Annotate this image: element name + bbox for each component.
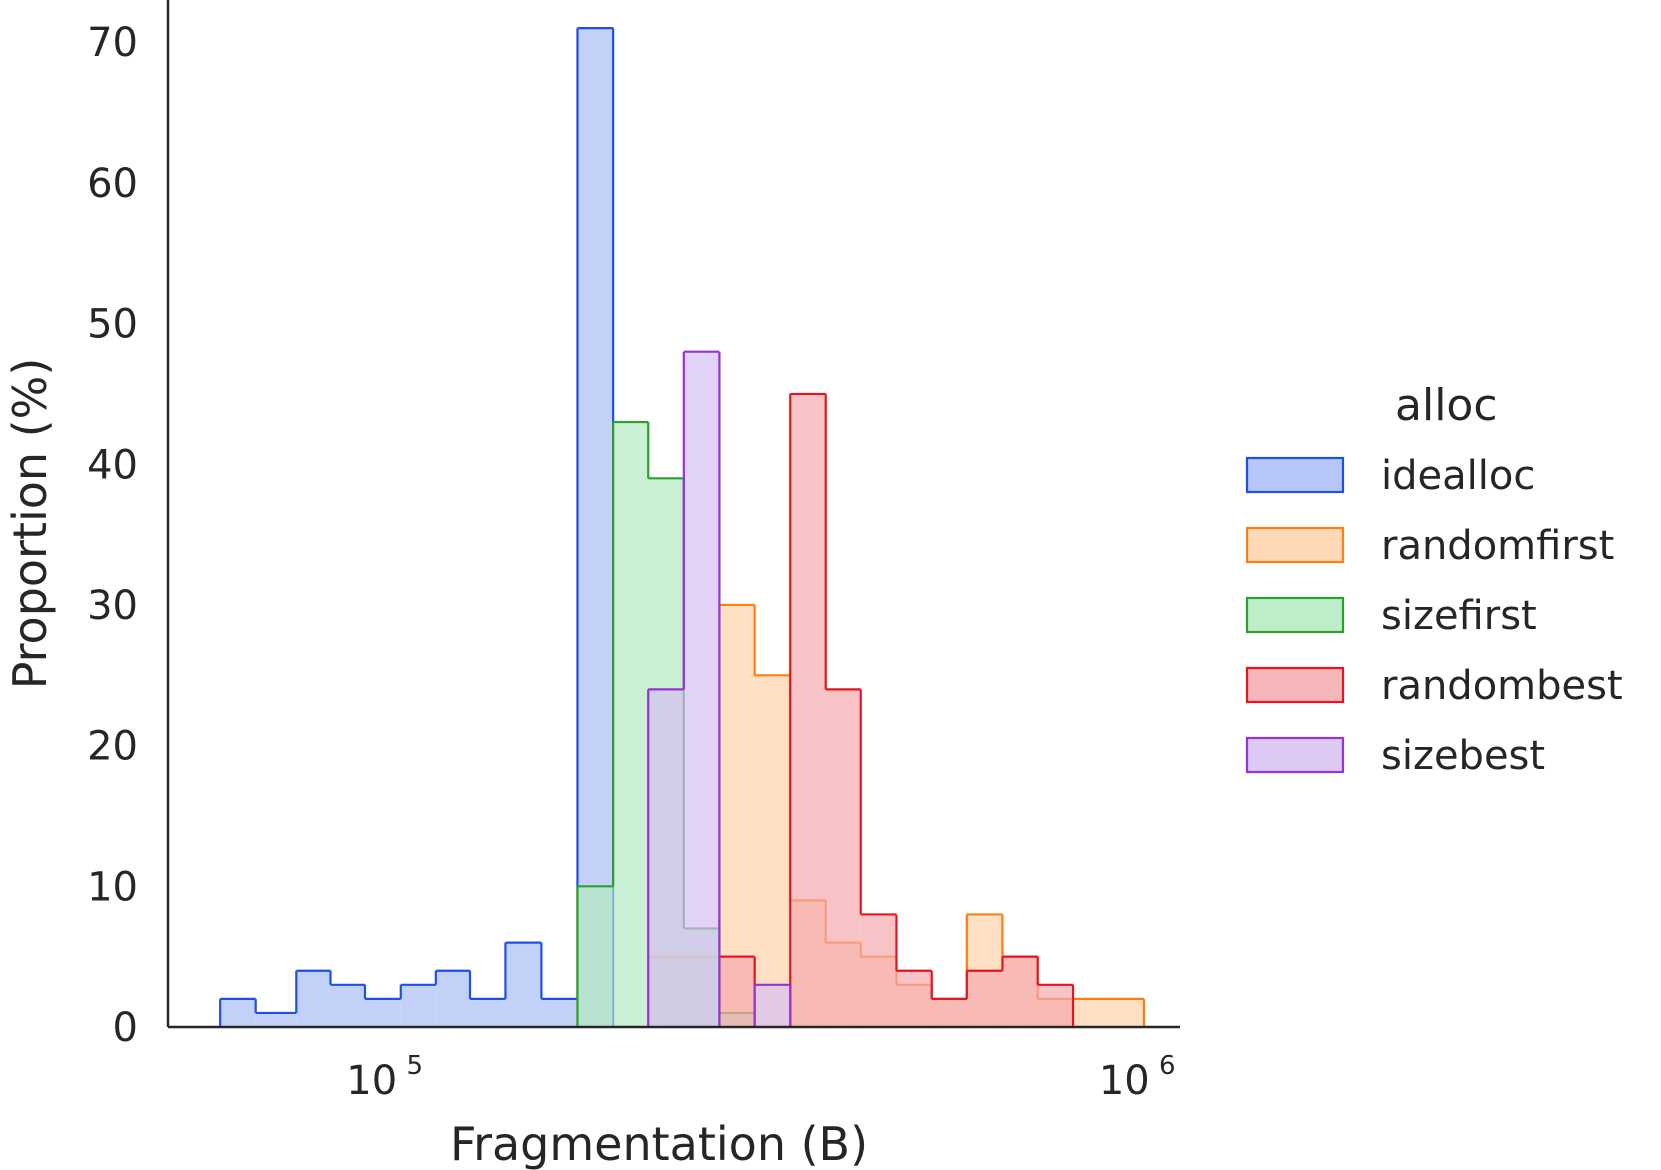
bar-sizebest bbox=[683, 351, 720, 1027]
outline-sizebest bbox=[647, 350, 792, 1027]
tick-labels: 0 10 20 30 40 50 60 70 10 5 10 6 bbox=[87, 20, 1175, 1104]
bar-randomfirst bbox=[754, 675, 791, 1027]
bars-layer bbox=[219, 27, 1146, 1028]
bar-idealloc bbox=[541, 998, 578, 1027]
legend-swatch-idealloc bbox=[1245, 456, 1345, 494]
legend-label-sizefirst: sizefirst bbox=[1381, 593, 1537, 639]
bar-idealloc bbox=[469, 998, 506, 1027]
legend-label-randombest: randombest bbox=[1381, 663, 1623, 709]
bar-randombest bbox=[860, 914, 897, 1027]
axes bbox=[166, 0, 1180, 1029]
bar-randombest bbox=[1037, 984, 1074, 1027]
x-axis-title: Fragmentation (B) bbox=[450, 1117, 868, 1170]
legend: alloc idealloc randomfirst sizefirst random… bbox=[1245, 380, 1623, 779]
bar-idealloc bbox=[505, 942, 542, 1027]
bar-randombest bbox=[896, 970, 932, 1027]
legend-title: alloc bbox=[1395, 380, 1498, 431]
bar-idealloc bbox=[330, 984, 365, 1027]
bar-sizefirst bbox=[613, 422, 649, 1027]
bar-idealloc bbox=[577, 28, 614, 1028]
bar-sizebest bbox=[648, 689, 684, 1027]
x-tick-exponent: 5 bbox=[406, 1051, 423, 1081]
y-tick-label: 10 bbox=[87, 864, 138, 910]
legend-swatch-randombest bbox=[1245, 666, 1345, 704]
y-tick-label: 40 bbox=[87, 442, 138, 488]
legend-label-randomfirst: randomfirst bbox=[1381, 523, 1614, 569]
bar-randombest bbox=[825, 689, 861, 1027]
legend-swatch-randomfirst bbox=[1245, 526, 1345, 564]
bar-idealloc bbox=[364, 998, 401, 1027]
legend-label-idealloc: idealloc bbox=[1381, 453, 1535, 499]
y-tick-label: 0 bbox=[113, 1005, 138, 1051]
bar-randombest bbox=[719, 956, 755, 1027]
bar-randomfirst bbox=[1073, 998, 1109, 1027]
series-randombest bbox=[718, 392, 1075, 1027]
bar-idealloc bbox=[400, 984, 436, 1027]
bar-randomfirst bbox=[1108, 998, 1144, 1027]
x-tick-label: 10 bbox=[1099, 1058, 1150, 1104]
y-axis-title: Proportion (%) bbox=[3, 358, 57, 690]
bar-randombest bbox=[1002, 956, 1038, 1027]
bar-idealloc bbox=[435, 970, 470, 1027]
bar-idealloc bbox=[296, 970, 331, 1027]
bar-randombest bbox=[931, 998, 967, 1027]
bar-idealloc bbox=[255, 1012, 297, 1027]
series-sizebest bbox=[647, 350, 792, 1027]
y-tick-label: 30 bbox=[87, 583, 138, 629]
y-tick-label: 20 bbox=[87, 724, 138, 770]
legend-swatch-sizefirst bbox=[1245, 596, 1345, 634]
bar-sizebest bbox=[754, 984, 791, 1027]
bar-idealloc bbox=[220, 998, 256, 1027]
bar-randombest bbox=[790, 393, 826, 1027]
x-tick-exponent: 6 bbox=[1159, 1051, 1176, 1081]
legend-label-sizebest: sizebest bbox=[1381, 733, 1545, 779]
y-tick-label: 60 bbox=[87, 161, 138, 207]
outline-idealloc bbox=[219, 27, 615, 1027]
y-tick-label: 50 bbox=[87, 302, 138, 348]
x-tick-label: 10 bbox=[346, 1058, 397, 1104]
y-tick-label: 70 bbox=[87, 20, 138, 66]
series-idealloc bbox=[219, 27, 615, 1028]
bar-randombest bbox=[966, 970, 1003, 1027]
bar-sizefirst bbox=[577, 886, 614, 1027]
legend-swatch-sizebest bbox=[1245, 736, 1345, 774]
